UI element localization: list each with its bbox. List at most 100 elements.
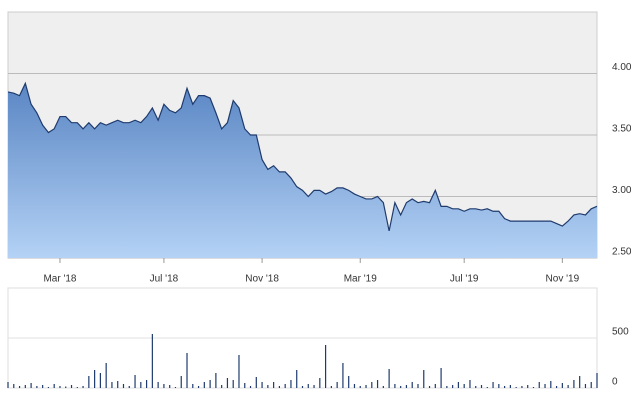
volume-bar — [324, 345, 327, 388]
volume-bar — [590, 382, 592, 388]
volume-bar — [382, 386, 384, 388]
x-tick-label: Mar '19 — [344, 274, 377, 285]
volume-bar — [36, 386, 38, 388]
volume-bar — [151, 334, 153, 388]
volume-bar — [353, 384, 356, 388]
volume-bar — [278, 386, 281, 388]
volume-bar — [30, 383, 32, 388]
volume-bar — [203, 382, 205, 388]
volume-bar — [140, 382, 142, 388]
volume-bar — [330, 386, 332, 388]
volume-bar — [538, 382, 540, 388]
volume-bar — [527, 385, 529, 388]
volume-bar — [417, 384, 419, 388]
volume-bar — [192, 384, 194, 388]
volume-bar — [573, 380, 575, 388]
volume-bar — [24, 385, 26, 388]
volume-bar — [42, 385, 44, 388]
volume-bar — [273, 382, 275, 388]
volume-bar — [255, 377, 257, 388]
volume-bar — [117, 381, 119, 388]
volume-bar — [70, 385, 73, 388]
volume-bar — [463, 384, 465, 388]
volume-bar — [290, 380, 292, 388]
volume-bar — [59, 386, 61, 388]
volume-bar — [174, 387, 177, 388]
volume-bar — [319, 378, 321, 388]
volume-bar — [122, 384, 125, 388]
volume-bar — [336, 382, 338, 388]
volume-bar — [313, 385, 315, 388]
volume-bar — [342, 363, 344, 388]
volume-bar — [550, 381, 552, 388]
volume-bar — [65, 386, 67, 388]
volume-bar — [584, 384, 587, 388]
volume-bar — [157, 382, 159, 388]
volume-bar — [434, 384, 436, 388]
volume-bar — [88, 376, 90, 388]
volume-bar — [371, 382, 373, 388]
volume-bar — [53, 384, 55, 388]
volume-bar — [301, 386, 304, 388]
x-axis-band — [8, 258, 597, 288]
volume-bar — [446, 386, 448, 388]
volume-bar — [567, 385, 569, 388]
volume-bar — [284, 384, 286, 388]
volume-bar — [209, 380, 211, 388]
volume-bar — [509, 385, 511, 388]
volume-bar — [405, 385, 408, 388]
volume-bar — [94, 370, 96, 388]
volume-bar — [82, 386, 84, 388]
volume-bar — [452, 385, 454, 388]
volume-bar — [47, 387, 50, 388]
volume-bar — [596, 373, 598, 388]
volume-bar — [480, 385, 483, 388]
volume-bar — [18, 386, 21, 388]
volume-bar — [13, 384, 15, 388]
y-tick-label: 2.50 — [612, 247, 632, 258]
volume-bar — [492, 382, 494, 388]
y-tick-label: 500 — [612, 327, 629, 338]
volume-bar — [515, 387, 517, 388]
volume-bar — [261, 382, 263, 388]
volume-bar — [411, 382, 413, 388]
volume-bar — [561, 383, 563, 388]
volume-bar — [475, 386, 477, 388]
volume-bar — [498, 384, 500, 388]
volume-bar — [555, 386, 558, 388]
volume-bar — [99, 373, 101, 388]
volume-bar — [579, 376, 581, 388]
volume-bar — [267, 385, 269, 388]
y-tick-label: 4.00 — [612, 62, 632, 73]
price-line — [7, 81, 598, 232]
volume-bar — [532, 387, 535, 388]
y-tick-label: 0 — [612, 377, 618, 388]
volume-bar — [544, 384, 546, 388]
volume-bar — [469, 380, 471, 388]
volume-bar — [76, 387, 78, 388]
volume-bar — [521, 386, 523, 388]
volume-bar — [307, 384, 309, 388]
volume-bar — [169, 385, 171, 388]
volume-bar — [111, 382, 113, 388]
x-tick-label: Mar '18 — [43, 274, 76, 285]
volume-bar — [186, 353, 188, 388]
volume-bar — [359, 386, 361, 388]
x-tick-label: Jul '18 — [150, 274, 179, 285]
volume-bar — [376, 380, 379, 388]
volume-bar — [504, 386, 506, 388]
volume-bar — [388, 369, 390, 388]
volume-bar — [296, 370, 298, 388]
volume-bar — [232, 380, 234, 388]
volume-bar — [457, 382, 460, 388]
volume-bar — [128, 386, 130, 388]
volume-bar — [145, 380, 148, 388]
volume-bar — [244, 383, 246, 388]
volume-bar — [238, 355, 240, 388]
volume-bar — [486, 387, 488, 388]
y-tick-label: 3.00 — [612, 185, 632, 196]
volume-bar — [249, 386, 252, 388]
volume-bar — [215, 373, 217, 388]
